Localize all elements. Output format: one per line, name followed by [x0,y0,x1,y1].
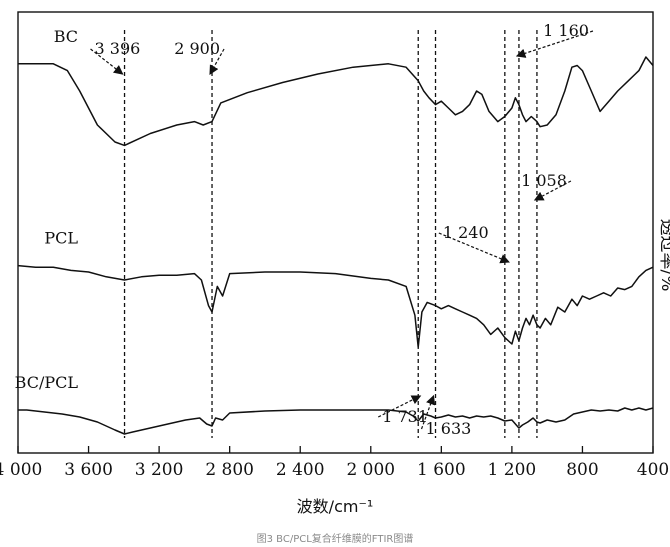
annotation-label-2900: 2 900 [174,39,220,58]
x-tick-label-2400: 2 400 [276,460,325,480]
series-line-bc [18,56,654,147]
x-tick-label-2000: 2 000 [346,460,395,480]
ftir-chart: BC PCL BC/PCL 4 000 3 600 3 200 2 800 2 400 2 0… [0,11,670,516]
series-label-bc: BC [54,27,78,46]
series-label-pcl: PCL [44,229,78,248]
annotation-arrow-1731 [377,395,422,418]
series-line-bc-pcl [18,407,654,435]
x-tick-label-1600: 1 600 [417,460,466,480]
x-tick-label-400: 400 [637,460,669,480]
annotation-label-1058: 1 058 [521,171,567,190]
series-line-pcl [17,264,654,348]
annotation-arrow-1240 [438,232,510,264]
x-axis-label: 波数/cm⁻¹ [297,497,374,516]
annotation-arrow-1633 [420,394,436,430]
figure-caption: 图3 BC/PCL复合纤维膜的FTIR图谱 [256,534,414,545]
annotation-arrow-1160 [515,30,594,58]
annotation-label-1160: 1 160 [543,21,589,40]
x-tick-label-3600: 3 600 [64,460,113,480]
annotation-arrow-1058 [533,180,572,201]
annotation-arrow-3396 [90,48,124,75]
x-tick-label-4000: 4 000 [0,460,42,480]
x-axis-ticks: 4 000 3 600 3 200 2 800 2 400 2 000 1 600 1 200… [0,446,669,480]
x-tick-label-3200: 3 200 [135,460,184,480]
series-layer: BC PCL BC/PCL [15,27,654,435]
reference-lines [123,30,538,438]
x-tick-label-1200: 1 200 [488,460,537,480]
annotation-label-1240: 1 240 [443,223,489,242]
x-tick-label-2800: 2 800 [205,460,254,480]
annotation-label-1633: 1 633 [426,419,472,438]
plot-frame [17,11,654,454]
x-tick-label-800: 800 [566,460,598,480]
series-label-bc-pcl: BC/PCL [15,373,79,392]
y-axis-label: 透过率/% [657,219,670,292]
annotation-label-1731: 1 731 [382,407,428,426]
annotation-label-3396: 3 396 [95,39,141,58]
